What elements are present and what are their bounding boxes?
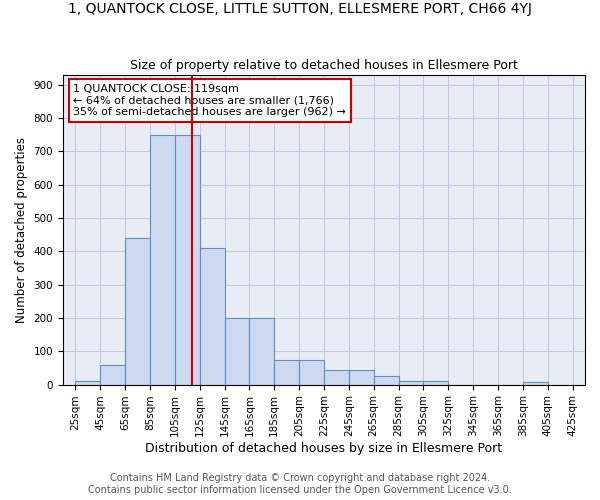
Bar <box>299 360 324 384</box>
Bar <box>274 360 299 384</box>
Bar <box>523 382 548 384</box>
Text: 1 QUANTOCK CLOSE: 119sqm
← 64% of detached houses are smaller (1,766)
35% of sem: 1 QUANTOCK CLOSE: 119sqm ← 64% of detach… <box>73 84 346 117</box>
Text: Contains HM Land Registry data © Crown copyright and database right 2024.
Contai: Contains HM Land Registry data © Crown c… <box>88 474 512 495</box>
Bar <box>100 364 125 384</box>
Bar <box>349 370 374 384</box>
Bar <box>175 134 200 384</box>
Text: 1, QUANTOCK CLOSE, LITTLE SUTTON, ELLESMERE PORT, CH66 4YJ: 1, QUANTOCK CLOSE, LITTLE SUTTON, ELLESM… <box>68 2 532 16</box>
Bar <box>374 376 398 384</box>
Bar <box>250 318 274 384</box>
X-axis label: Distribution of detached houses by size in Ellesmere Port: Distribution of detached houses by size … <box>145 442 503 455</box>
Bar <box>324 370 349 384</box>
Bar <box>200 248 224 384</box>
Bar <box>224 318 250 384</box>
Bar <box>424 382 448 384</box>
Bar <box>76 382 100 384</box>
Title: Size of property relative to detached houses in Ellesmere Port: Size of property relative to detached ho… <box>130 59 518 72</box>
Bar <box>125 238 150 384</box>
Bar <box>398 382 424 384</box>
Bar <box>150 134 175 384</box>
Y-axis label: Number of detached properties: Number of detached properties <box>15 136 28 322</box>
